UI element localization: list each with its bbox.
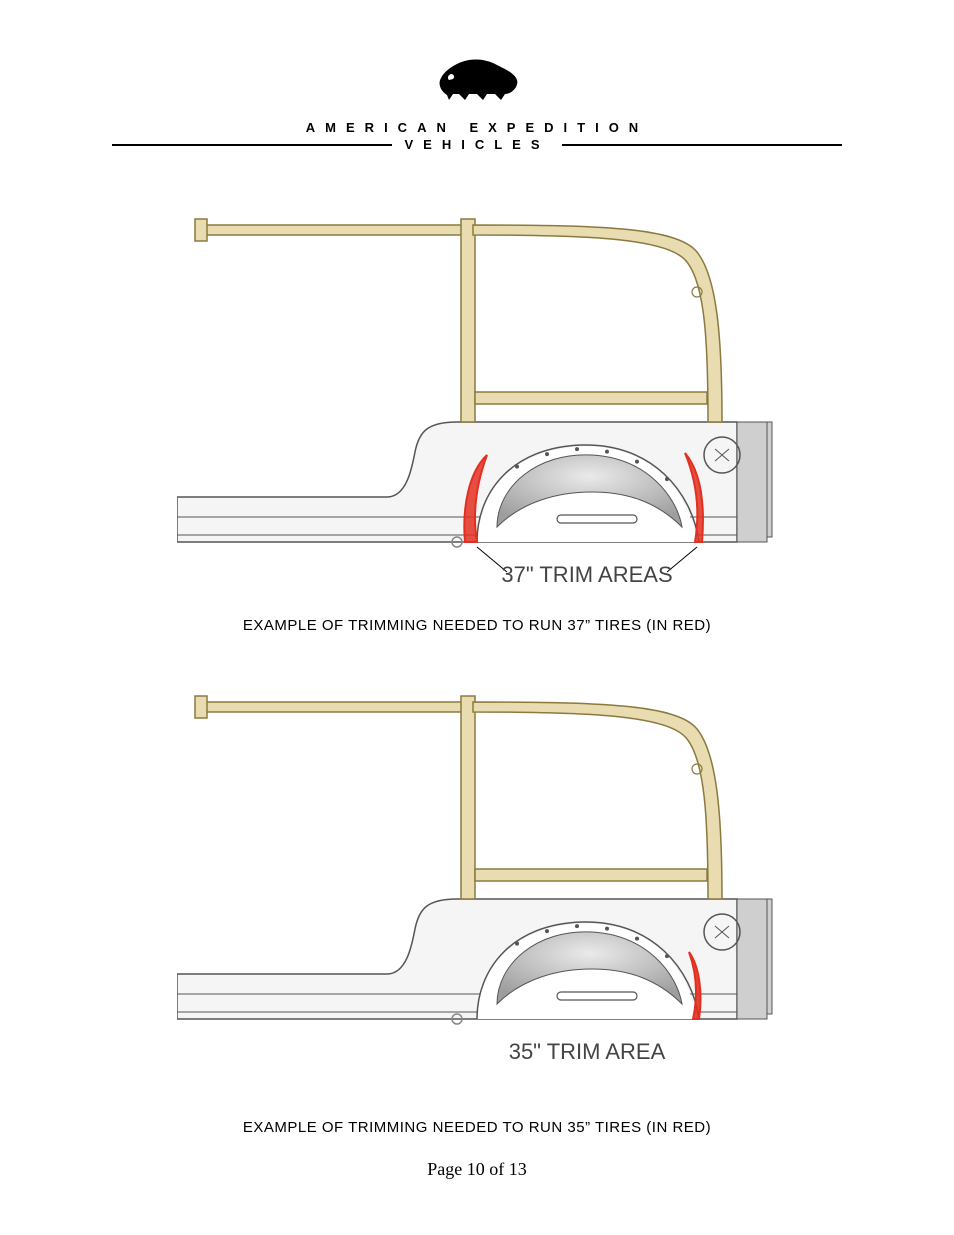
rule-left xyxy=(112,144,392,146)
page-header: AMERICAN EXPEDITION VEHICLES xyxy=(0,0,954,152)
svg-text:35" TRIM AREA: 35" TRIM AREA xyxy=(509,1039,666,1064)
brand-rule-row: VEHICLES xyxy=(0,137,954,152)
caption-35: EXAMPLE OF TRIMMING NEEDED TO RUN 35” TI… xyxy=(0,1119,954,1136)
trim-diagram-37: 37" TRIM AREAS xyxy=(177,197,777,592)
page: AMERICAN EXPEDITION VEHICLES 37" TRIM AR… xyxy=(0,0,954,1235)
caption-37: EXAMPLE OF TRIMMING NEEDED TO RUN 37” TI… xyxy=(0,617,954,634)
svg-text:37" TRIM AREAS: 37" TRIM AREAS xyxy=(501,562,672,587)
bison-logo-icon xyxy=(427,50,527,105)
rule-right xyxy=(562,144,842,146)
figure-35: 35" TRIM AREA EXAMPLE OF TRIMMING NEEDED… xyxy=(0,674,954,1136)
page-number: Page 10 of 13 xyxy=(0,1159,954,1180)
brand-name-line1: AMERICAN EXPEDITION xyxy=(0,120,954,135)
brand-name-line2: VEHICLES xyxy=(404,137,549,152)
figure-37: 37" TRIM AREAS EXAMPLE OF TRIMMING NEEDE… xyxy=(0,197,954,634)
trim-diagram-35: 35" TRIM AREA xyxy=(177,674,777,1069)
